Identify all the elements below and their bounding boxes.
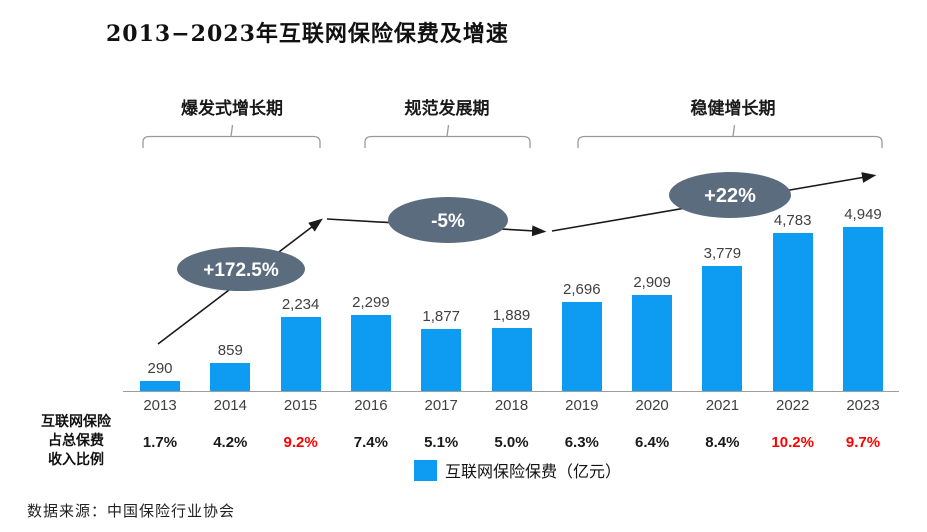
share-value: 9.7% [845,434,881,451]
bar-value-label: 2,696 [563,281,601,298]
year-label: 2023 [846,397,880,414]
year-label: 2019 [565,397,599,414]
phase-bracket-2 [364,124,531,148]
growth-annotation-text-1: +172.5% [203,260,279,281]
bar-value-label: 2,234 [281,296,320,313]
data-source-note: 数据来源：中国保险行业协会 [27,502,236,520]
bar-2018 [491,328,532,391]
bar-value-label: 4,783 [773,212,812,229]
bar-value-label: 859 [217,342,243,359]
share-value: 7.4% [353,434,388,451]
bar-2022 [772,233,813,391]
bar-2017 [421,329,462,391]
phase-bracket-3 [577,124,883,148]
legend: 互联网保险保费（亿元） [414,458,621,482]
bar-2023 [843,227,883,391]
share-value: 9.2% [283,434,318,451]
bar-value-label: 3,779 [703,245,742,262]
share-row-label-line-2: 占总保费 [48,433,104,449]
bar-2020 [632,295,673,391]
share-value: 6.3% [564,434,599,451]
phase-label-steady-growth: 稳健增长期 [690,99,776,119]
share-value: 10.2% [771,434,814,451]
bar-2019 [561,302,602,391]
share-value: 8.4% [705,434,740,451]
bar-2014 [210,363,251,391]
chart-title: 2013−2023年互联网保险保费及增速 [106,21,509,47]
share-row-label-line-1: 互联网保险 [41,414,111,430]
phase-label-explosive-growth: 爆发式增长期 [181,99,283,119]
year-label: 2015 [283,397,318,414]
legend-color-swatch-icon [414,459,437,481]
growth-annotation-bubble-1: +172.5% [177,247,305,291]
share-value: 5.1% [424,434,459,451]
bar-2016 [350,315,391,391]
year-label: 2017 [424,397,458,414]
share-value: 6.4% [634,434,670,451]
bar-value-label: 2,299 [352,294,390,311]
bar-value-label: 2,909 [633,274,671,291]
phase-bracket-1 [142,124,321,148]
phase-label-standardized-development: 规范发展期 [404,99,490,119]
bar-2021 [702,266,743,391]
year-label: 2016 [354,397,388,414]
growth-annotation-bubble-3: +22% [669,172,791,218]
year-label: 2013 [143,397,177,414]
share-row-label-line-3: 收入比例 [48,452,104,468]
year-label: 2022 [776,397,810,414]
bar-value-label: 1,877 [422,308,460,325]
x-axis-line [123,391,899,392]
share-value: 5.0% [494,434,529,451]
bar-value-label: 290 [147,360,173,377]
bar-2013 [140,381,180,391]
year-label: 2021 [705,397,740,414]
legend-label: 互联网保险保费（亿元） [445,462,622,481]
bar-value-label: 1,889 [492,307,531,324]
growth-annotation-text-2: -5% [431,211,465,232]
year-label: 2014 [213,397,247,414]
year-label: 2018 [494,397,529,414]
growth-annotation-bubble-2: -5% [388,197,508,243]
growth-annotation-text-3: +22% [704,185,756,207]
share-value: 4.2% [213,434,248,451]
bar-2015 [280,317,321,391]
share-value: 1.7% [142,434,178,451]
year-label: 2020 [635,397,669,414]
share-row-label: 互联网保险 占总保费 收入比例 [26,413,126,470]
bar-value-label: 4,949 [844,206,882,223]
